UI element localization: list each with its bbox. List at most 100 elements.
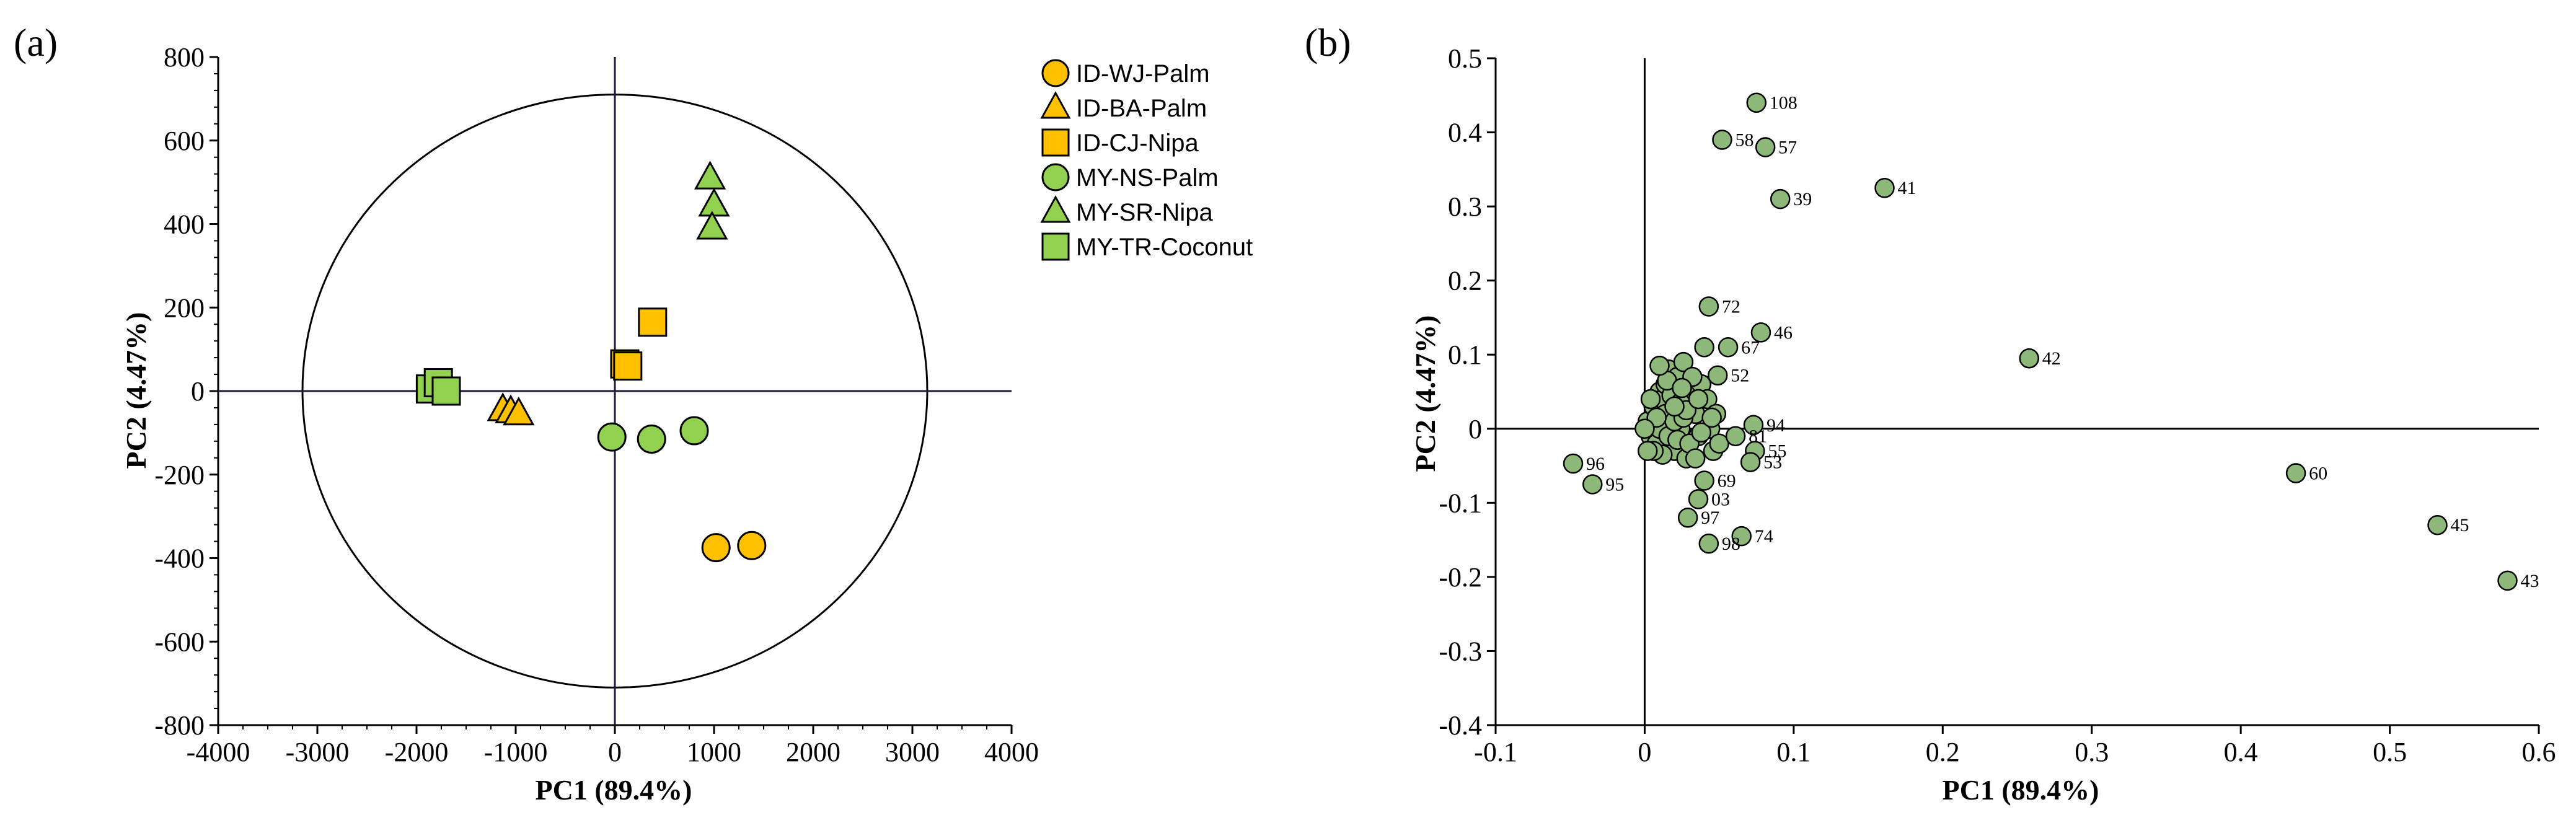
loading-label-46: 46	[1774, 322, 1793, 343]
loading-label-55: 55	[1768, 441, 1786, 462]
loading-label-108: 108	[1770, 93, 1797, 113]
loading-point-42	[2019, 348, 2039, 369]
loading-point-98	[1698, 533, 1719, 554]
panel-b-ticks: -0.1 0 0.1 0.2 0.3 0.4 0.5 0.6 -0.4 -0.3 -0.2 -0.1 0…	[1439, 43, 2556, 767]
loading-point-94	[1743, 415, 1764, 436]
y-tick-label: 0.2	[1448, 266, 1482, 296]
loading-point-cluster	[1640, 389, 1661, 410]
loading-point-03	[1688, 489, 1709, 509]
legend-label-my-ns-palm: MY-NS-Palm	[1076, 164, 1219, 192]
y-tick-label: -800	[154, 710, 205, 741]
x-tick-label: -1000	[484, 737, 548, 767]
x-tick-label: 1000	[687, 737, 741, 767]
y-tick-label: 400	[164, 209, 205, 240]
point-id-wj-palm	[701, 533, 731, 563]
loading-point-97	[1677, 507, 1698, 528]
panel-b-x-axis-title: PC1 (89.4%)	[1943, 774, 2099, 806]
x-tick-label: 0	[608, 737, 622, 767]
x-tick-label: 0	[1638, 737, 1651, 767]
loading-label-45: 45	[2451, 515, 2469, 535]
y-tick-label: 0	[191, 376, 205, 407]
loading-point-95	[1582, 474, 1603, 495]
legend-label-my-tr-coconut: MY-TR-Coconut	[1076, 234, 1253, 261]
legend-marker-my-tr-coconut	[1041, 232, 1070, 261]
point-id-wj-palm	[737, 531, 767, 560]
loading-point-43	[2497, 570, 2518, 591]
loading-point-67	[1718, 337, 1739, 358]
loading-point-52	[1707, 365, 1728, 385]
loading-label-52: 52	[1731, 366, 1749, 386]
y-tick-label: -0.1	[1439, 488, 1482, 518]
y-tick-label: -0.4	[1439, 710, 1482, 741]
x-tick-label: 4000	[984, 737, 1039, 767]
loading-label-67: 67	[1741, 337, 1760, 358]
point-id-cj-nipa	[638, 307, 668, 337]
loading-point-60	[2285, 463, 2306, 483]
x-tick-label: 0.4	[2224, 737, 2258, 767]
loading-label-72: 72	[1722, 297, 1740, 317]
loading-point-41	[1874, 177, 1895, 198]
y-tick-label: -0.3	[1439, 636, 1482, 666]
loading-point-72	[1698, 296, 1719, 317]
panel-a-data-points	[415, 161, 767, 563]
loading-point-74	[1731, 526, 1752, 547]
loading-point-39	[1770, 188, 1791, 209]
loading-label-03: 03	[1711, 489, 1730, 509]
panel-a-y-axis-title: PC2 (4.47%)	[120, 312, 152, 469]
loading-label-74: 74	[1755, 526, 1773, 547]
legend-label-id-cj-nipa: ID-CJ-Nipa	[1076, 130, 1199, 157]
loading-label-97: 97	[1701, 508, 1719, 528]
loading-label-57: 57	[1778, 137, 1797, 157]
x-tick-label: -0.1	[1474, 737, 1517, 767]
legend-marker-my-sr-nipa	[1040, 195, 1071, 223]
loading-point-57	[1755, 137, 1776, 157]
legend-label-id-ba-palm: ID-BA-Palm	[1076, 95, 1207, 122]
x-tick-label: -3000	[286, 737, 350, 767]
panel-b-plot-frame	[1494, 58, 2539, 726]
panel-b-label: (b)	[1305, 20, 1351, 64]
loading-point-cluster	[1634, 418, 1655, 439]
loading-label-96: 96	[1586, 454, 1605, 474]
point-my-sr-nipa	[698, 188, 730, 217]
panel-a-legend: ID-WJ-Palm ID-BA-Palm ID-CJ-Nipa MY-NS-Palm…	[1040, 59, 1253, 261]
legend-label-id-wj-palm: ID-WJ-Palm	[1076, 60, 1210, 87]
point-my-sr-nipa	[696, 211, 728, 240]
x-tick-label: 0.2	[1926, 737, 1960, 767]
panel-a-x-axis-title: PC1 (89.4%)	[536, 774, 692, 806]
point-my-sr-nipa	[694, 161, 726, 190]
loading-point-cluster	[1688, 389, 1709, 410]
loading-point-53	[1740, 452, 1761, 472]
point-id-ba-palm	[503, 396, 535, 426]
y-tick-label: 0	[1468, 414, 1482, 444]
legend-marker-id-ba-palm	[1040, 90, 1071, 119]
loading-label-39: 39	[1793, 189, 1812, 209]
x-tick-label: 0.1	[1776, 737, 1811, 767]
point-my-ns-palm	[679, 416, 709, 446]
legend-marker-my-ns-palm	[1041, 163, 1070, 192]
loading-label-42: 42	[2042, 348, 2061, 369]
y-tick-label: 0.4	[1448, 118, 1482, 148]
x-tick-label: -4000	[187, 737, 250, 767]
panel-a-ticks: -4000 -3000 -2000 -1000 0 1000 2000 3000 4000-80…	[154, 42, 1039, 767]
x-tick-label: 3000	[885, 737, 940, 767]
y-tick-label: 800	[164, 42, 205, 73]
y-tick-label: 200	[164, 293, 205, 323]
x-tick-label: -2000	[385, 737, 449, 767]
loading-label-69: 69	[1718, 470, 1736, 491]
loading-point-108	[1746, 92, 1767, 113]
panel-b-pca-loadings: (b) -0.1 0 0.1 0.2 0.3 0.4 0.5 0.6-0.4-0.3-0.2-…	[1305, 20, 2556, 806]
loading-point-cluster	[1672, 377, 1692, 399]
loading-point-cluster	[1637, 441, 1658, 461]
loading-point-cluster	[1694, 337, 1714, 358]
loading-point-96	[1563, 453, 1584, 474]
point-my-ns-palm	[637, 424, 666, 454]
loading-label-98: 98	[1722, 534, 1740, 554]
loading-point-cluster	[1709, 433, 1729, 454]
y-tick-label: -600	[154, 627, 205, 657]
loading-point-69	[1694, 470, 1714, 491]
y-tick-label: 0.3	[1448, 192, 1482, 222]
y-tick-label: 0.5	[1448, 43, 1482, 74]
loading-label-53: 53	[1763, 452, 1782, 473]
panel-a-label: (a)	[14, 20, 58, 64]
y-tick-label: 0.1	[1448, 340, 1482, 370]
